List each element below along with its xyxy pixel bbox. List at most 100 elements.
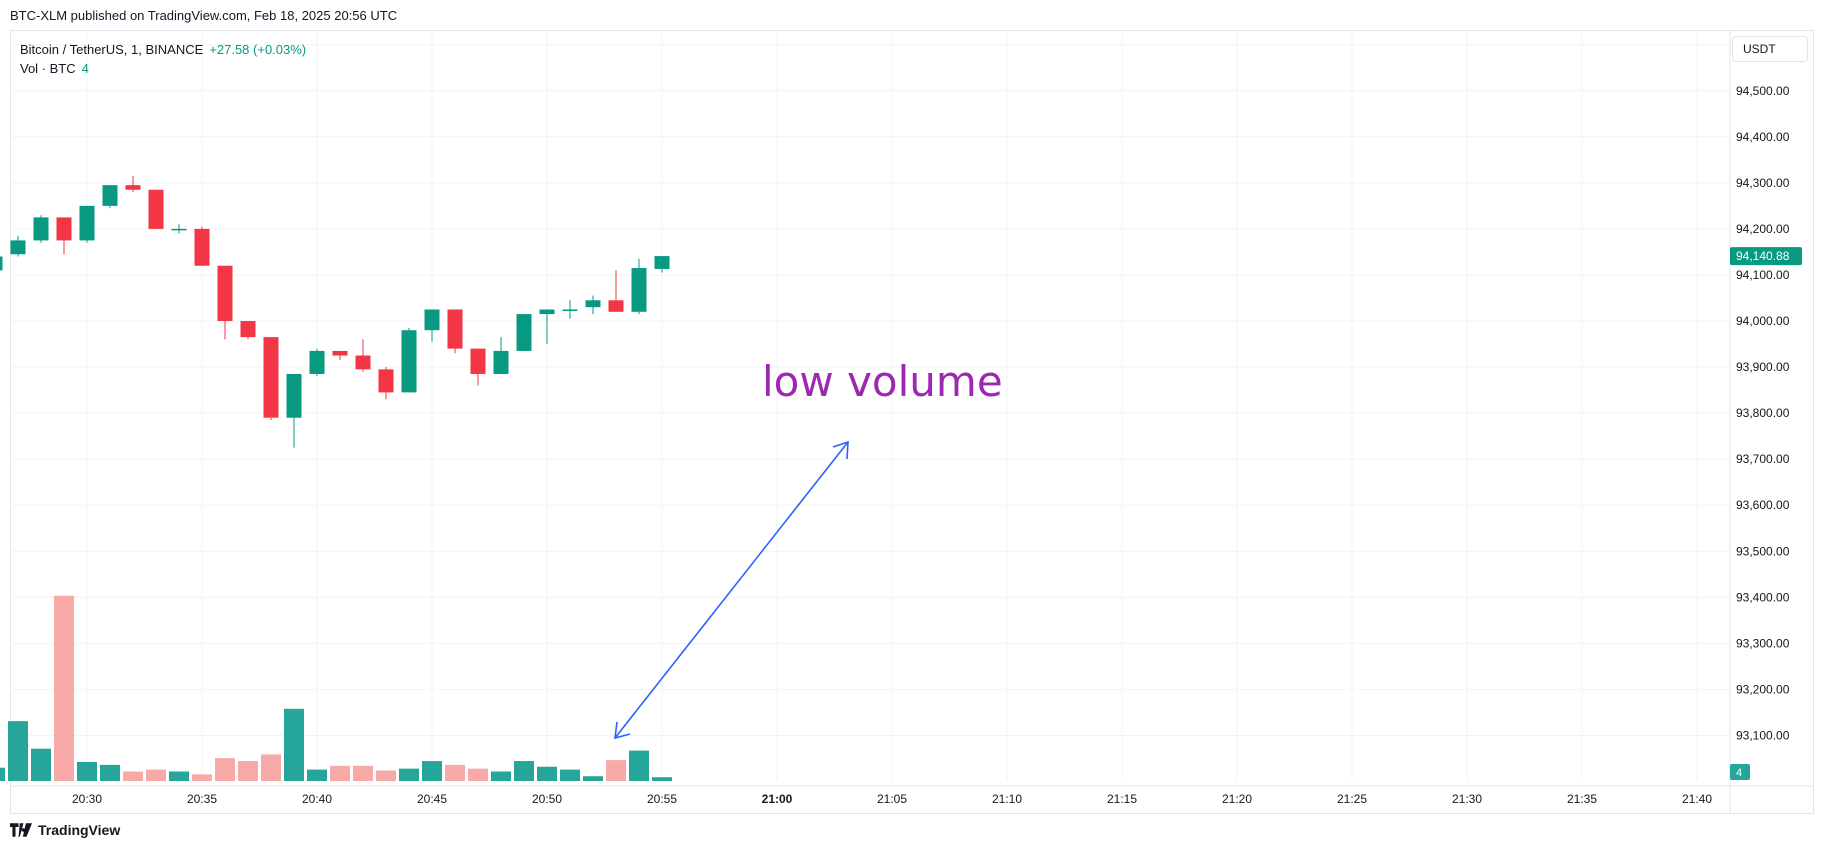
candle: [194, 226, 210, 266]
last-price-label: 94,140.88: [1736, 249, 1790, 263]
candle-body: [33, 217, 49, 241]
candle-body: [79, 205, 95, 241]
candle: [539, 309, 555, 345]
volume-bar: [353, 765, 373, 781]
symbol-legend-row: Bitcoin / TetherUS, 1, BINANCE +27.58 (+0…: [20, 40, 306, 59]
candle-body: [516, 314, 532, 351]
time-tick-label: 21:00: [762, 792, 793, 806]
volume-bar: [192, 774, 212, 781]
time-tick-label: 21:15: [1107, 792, 1137, 806]
time-tick-label: 20:35: [187, 792, 217, 806]
candle: [424, 309, 440, 342]
price-tick-label: 93,600.00: [1736, 498, 1790, 512]
symbol-label[interactable]: Bitcoin / TetherUS, 1, BINANCE: [20, 42, 204, 57]
price-tick-label: 94,200.00: [1736, 222, 1790, 236]
annotation-arrow: [614, 440, 849, 740]
candle-body: [332, 350, 348, 356]
time-tick-label: 20:45: [417, 792, 447, 806]
volume-bar: [422, 761, 442, 781]
price-tick-label: 94,400.00: [1736, 130, 1790, 144]
candle-body: [102, 185, 118, 206]
time-tick-label: 20:40: [302, 792, 332, 806]
candle: [79, 205, 95, 243]
volume-bar: [491, 771, 511, 781]
candle: [447, 309, 463, 354]
last-price-tag: [1730, 247, 1802, 266]
candle: [125, 175, 141, 193]
volume-bar: [238, 761, 258, 781]
candle: [217, 265, 233, 340]
time-tick-label: 20:30: [72, 792, 102, 806]
candle: [562, 300, 578, 319]
candle: [585, 295, 601, 315]
candle: [654, 256, 670, 273]
candle: [309, 348, 325, 377]
candle: [263, 337, 279, 421]
price-tick-label: 93,400.00: [1736, 590, 1790, 604]
volume-bar: [560, 769, 580, 781]
time-tick-label: 21:30: [1452, 792, 1482, 806]
volume-bar: [583, 776, 603, 781]
volume-label[interactable]: Vol · BTC: [20, 61, 76, 76]
time-tick-label: 21:05: [877, 792, 907, 806]
volume-bar: [261, 754, 281, 781]
price-change: +27.58 (+0.03%): [209, 42, 307, 57]
volume-value: 4: [81, 61, 89, 76]
candle-body: [447, 309, 463, 349]
volume-bar: [8, 721, 28, 781]
price-tick-label: 94,300.00: [1736, 176, 1790, 190]
candle-body: [401, 330, 417, 393]
candle-body: [0, 256, 3, 271]
price-axis: 94,600.0094,500.0094,400.0094,300.0094,2…: [1736, 38, 1790, 743]
arrow-head-end: [832, 440, 849, 460]
candle-body: [378, 369, 394, 393]
candle: [56, 217, 72, 255]
time-tick-label: 20:55: [647, 792, 677, 806]
candle-body: [240, 321, 256, 338]
time-tick-label: 21:20: [1222, 792, 1252, 806]
volume-bar: [376, 770, 396, 781]
volume-bar: [399, 768, 419, 781]
price-tick-label: 93,500.00: [1736, 544, 1790, 558]
candle-body: [424, 309, 440, 331]
price-tick-label: 93,300.00: [1736, 636, 1790, 650]
currency-selector[interactable]: USDT: [1732, 36, 1808, 62]
volume-bar: [652, 777, 672, 781]
candle-body: [470, 348, 486, 374]
price-tick-label: 94,000.00: [1736, 314, 1790, 328]
time-tick-label: 20:50: [532, 792, 562, 806]
candle: [148, 189, 164, 229]
chart-legend: Bitcoin / TetherUS, 1, BINANCE +27.58 (+0…: [20, 40, 306, 78]
candles: [0, 175, 670, 448]
candle-body: [355, 355, 371, 370]
candle-body: [263, 337, 279, 418]
volume-bar: [123, 771, 143, 781]
candle-body: [56, 217, 72, 241]
candle: [332, 350, 348, 361]
volume-bars: [0, 595, 672, 781]
candle-body: [493, 350, 509, 374]
annotation-text: low volume: [762, 357, 1003, 406]
candle-body: [148, 189, 164, 229]
arrow-shaft: [614, 441, 849, 739]
tradingview-footer[interactable]: TradingView: [10, 822, 120, 838]
price-tick-label: 93,700.00: [1736, 452, 1790, 466]
arrow-head-start: [614, 721, 631, 740]
candle: [240, 321, 256, 340]
volume-bar: [629, 750, 649, 781]
volume-bar: [100, 764, 120, 781]
candle: [10, 235, 26, 257]
last-volume-label: 4: [1736, 767, 1742, 779]
candle-body: [654, 256, 670, 269]
candle-body: [286, 373, 302, 418]
candle: [355, 339, 371, 372]
volume-bar: [537, 766, 557, 781]
candle: [286, 373, 302, 448]
candle-body: [585, 300, 601, 308]
price-tick-label: 93,800.00: [1736, 406, 1790, 420]
volume-bar: [307, 769, 327, 781]
volume-bar: [169, 771, 189, 781]
candle: [608, 270, 624, 312]
last-volume-tag: [1730, 764, 1750, 780]
